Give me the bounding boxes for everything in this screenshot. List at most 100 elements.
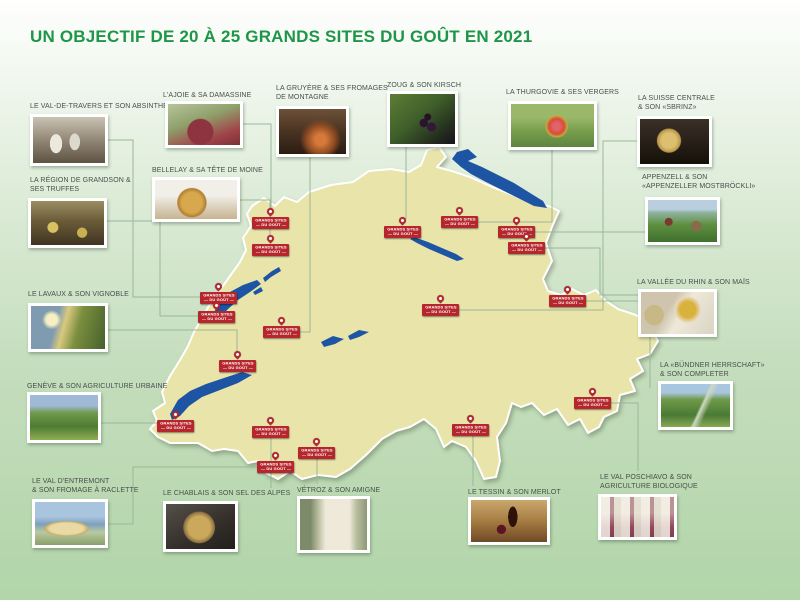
pin-banner: GRANDS SITES — DU GOÛT —	[252, 426, 289, 438]
map-pin-icon	[270, 450, 281, 461]
site-label-vetroz: VÉTROZ & SON AMIGNE	[297, 487, 381, 494]
map-pin-icon	[465, 413, 476, 424]
connector-gruyere	[300, 157, 311, 333]
connector-vallee-du-rhin	[545, 247, 638, 296]
map-pin-icon	[211, 300, 222, 311]
map-pin-val-entremont: GRANDS SITES — DU GOÛT —	[257, 450, 294, 473]
pin-banner: GRANDS SITES — DU GOÛT —	[198, 311, 235, 323]
connector-region-grandson	[107, 220, 199, 317]
pin-banner: GRANDS SITES — DU GOÛT —	[200, 292, 237, 304]
site-label-lavaux: LE LAVAUX & SON VIGNOBLE	[28, 291, 129, 298]
pin-banner: GRANDS SITES — DU GOÛT —	[263, 326, 300, 338]
map-pin-thurgovie: GRANDS SITES — DU GOÛT —	[441, 205, 478, 228]
site-photo-region-grandson	[28, 198, 107, 248]
lake-constance	[452, 149, 547, 208]
map-pin-icon	[170, 409, 181, 420]
map-pin-chablais: GRANDS SITES — DU GOÛT —	[252, 415, 289, 438]
map-pin-icon	[435, 293, 446, 304]
map-pin-icon	[213, 281, 224, 292]
pin-banner: GRANDS SITES — DU GOÛT —	[384, 226, 421, 238]
site-label-geneve: GENÈVE & SON AGRICULTURE URBAINE	[27, 383, 168, 390]
pin-banner: GRANDS SITES — DU GOÛT —	[549, 295, 586, 307]
lake-zurich	[410, 237, 464, 261]
site-label-gruyere: LA GRUYÈRE & SES FROMAGES DE MONTAGNE	[276, 85, 388, 101]
site-label-bellelay: BELLELAY & SA TÊTE DE MOINE	[152, 167, 263, 174]
map-pin-icon	[265, 206, 276, 217]
lake-brienz	[348, 330, 369, 340]
pin-banner: GRANDS SITES — DU GOÛT —	[257, 461, 294, 473]
site-label-ajoie: L'AJOIE & SA DAMASSINE	[163, 92, 252, 99]
map-pin-vetroz: GRANDS SITES — DU GOÛT —	[298, 436, 335, 459]
pin-banner: GRANDS SITES — DU GOÛT —	[298, 447, 335, 459]
site-photo-thurgovie	[508, 101, 597, 150]
site-photo-vetroz	[297, 496, 370, 553]
site-label-val-poschiavo: LE VAL POSCHIAVO & SON AGRICULTURE BIOLO…	[600, 474, 698, 490]
site-label-tessin: LE TESSIN & SON MERLOT	[468, 489, 561, 496]
site-photo-bundner-herrschaft	[658, 381, 733, 430]
site-photo-val-entremont	[32, 499, 108, 548]
site-label-val-entremont: LE VAL D'ENTREMONT & SON FROMAGE À RACLE…	[32, 478, 139, 494]
map-pin-icon	[232, 349, 243, 360]
map-pin-geneve: GRANDS SITES — DU GOÛT —	[157, 409, 194, 432]
page-title: UN OBJECTIF DE 20 À 25 GRANDS SITES DU G…	[30, 27, 533, 46]
map-pin-lavaux: GRANDS SITES — DU GOÛT —	[219, 349, 256, 372]
site-photo-val-poschiavo	[598, 494, 677, 540]
site-photo-gruyere	[276, 106, 349, 157]
site-label-appenzell: APPENZELL & SON «APPENZELLER MOSTBRÖCKLI…	[642, 174, 756, 190]
map-pin-gruyere: GRANDS SITES — DU GOÛT —	[263, 315, 300, 338]
map-pin-icon	[311, 436, 322, 447]
connector-val-de-travers	[108, 139, 201, 298]
site-label-chablais: LE CHABLAIS & SON SEL DES ALPES	[163, 490, 291, 497]
map-pin-zoug: GRANDS SITES — DU GOÛT —	[384, 215, 421, 238]
site-photo-tessin	[468, 497, 550, 545]
site-label-bundner-herrschaft: LA «BÜNDNER HERRSCHAFT» & SON COMPLETER	[660, 362, 765, 378]
pin-banner: GRANDS SITES — DU GOÛT —	[574, 397, 611, 409]
map-pin-val-poschiavo: GRANDS SITES — DU GOÛT —	[574, 386, 611, 409]
pin-banner: GRANDS SITES — DU GOÛT —	[452, 424, 489, 436]
pin-banner: GRANDS SITES — DU GOÛT —	[252, 217, 289, 229]
pin-banner: GRANDS SITES — DU GOÛT —	[157, 420, 194, 432]
lake-murten	[253, 287, 263, 295]
site-label-zoug: ZOUG & SON KIRSCH	[387, 82, 462, 89]
map-pin-vallee-du-rhin: GRANDS SITES — DU GOÛT —	[508, 231, 545, 254]
site-label-thurgovie: LA THURGOVIE & SES VERGERS	[506, 89, 619, 96]
site-photo-appenzell	[645, 197, 720, 245]
pin-banner: GRANDS SITES — DU GOÛT —	[422, 304, 459, 316]
map-pin-icon	[265, 233, 276, 244]
lake-biel	[263, 267, 281, 282]
pin-banner: GRANDS SITES — DU GOÛT —	[219, 360, 256, 372]
pin-banner: GRANDS SITES — DU GOÛT —	[508, 242, 545, 254]
connector-lavaux	[108, 329, 238, 353]
map-pin-icon	[276, 315, 287, 326]
pin-banner: GRANDS SITES — DU GOÛT —	[441, 216, 478, 228]
site-photo-chablais	[163, 501, 238, 552]
site-photo-val-de-travers	[30, 114, 108, 166]
pin-banner: GRANDS SITES — DU GOÛT —	[252, 244, 289, 256]
lake-geneva	[170, 372, 252, 420]
connector-suisse-centrale	[459, 140, 637, 311]
map-pin-suisse-centrale: GRANDS SITES — DU GOÛT —	[422, 293, 459, 316]
map-pin-ajoie: GRANDS SITES — DU GOÛT —	[252, 206, 289, 229]
map-pin-icon	[511, 215, 522, 226]
map-pin-bellelay: GRANDS SITES — DU GOÛT —	[252, 233, 289, 256]
connector-val-poschiavo	[610, 402, 639, 471]
map-pin-val-de-travers: GRANDS SITES — DU GOÛT —	[200, 281, 237, 304]
site-photo-geneve	[27, 392, 101, 443]
map-pin-region-grandson: GRANDS SITES — DU GOÛT —	[198, 300, 235, 323]
connector-val-entremont	[108, 466, 258, 525]
map-pin-icon	[587, 386, 598, 397]
map-pin-bundner-herrschaft: GRANDS SITES — DU GOÛT —	[549, 284, 586, 307]
connector-ajoie	[243, 123, 272, 211]
site-photo-zoug	[387, 91, 458, 147]
site-label-val-de-travers: LE VAL-DE-TRAVERS ET SON ABSINTHE	[30, 103, 168, 110]
map-pin-tessin: GRANDS SITES — DU GOÛT —	[452, 413, 489, 436]
lake-thun	[321, 336, 344, 347]
site-photo-vallee-du-rhin	[638, 289, 717, 337]
site-label-vallee-du-rhin: LA VALLÉE DU RHIN & SON MAÏS	[637, 279, 750, 286]
site-photo-bellelay	[152, 177, 240, 222]
site-photo-ajoie	[165, 101, 243, 148]
site-label-suisse-centrale: LA SUISSE CENTRALE & SON «SBRINZ»	[638, 95, 715, 111]
lakes	[170, 149, 547, 420]
map-pin-icon	[454, 205, 465, 216]
